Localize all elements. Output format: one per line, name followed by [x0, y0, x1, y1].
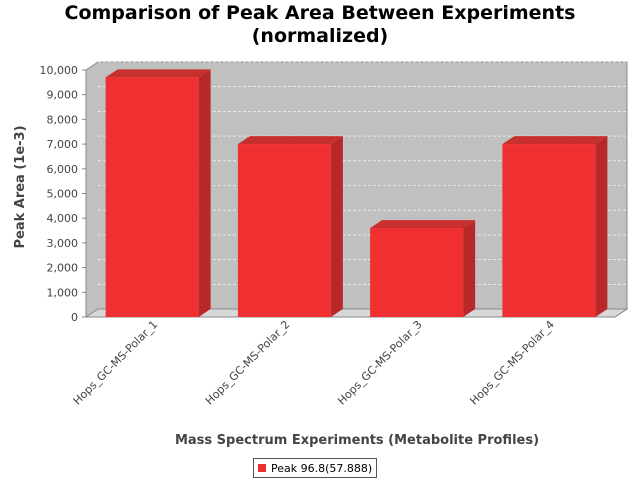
y-tick-label: 3,000: [47, 237, 79, 250]
chart-title-line-2: (normalized): [251, 25, 389, 47]
y-axis-title: Peak Area (1e-3): [13, 125, 28, 248]
x-tick-label: Hops_GC-MS-Polar_3: [335, 318, 425, 408]
y-tick-label: 6,000: [47, 163, 79, 176]
chart-title: Comparison of Peak Area Between Experime…: [0, 2, 640, 48]
x-tick-label: Hops_GC-MS-Polar_2: [203, 318, 293, 408]
x-axis-title: Mass Spectrum Experiments (Metabolite Pr…: [175, 433, 539, 448]
bar-side: [330, 136, 343, 317]
bar: [237, 144, 331, 317]
bar: [502, 144, 596, 317]
y-tick-label: 1,000: [47, 286, 79, 299]
legend-swatch: [258, 464, 266, 472]
y-tick-label: 8,000: [47, 113, 79, 126]
y-tick-label: 10,000: [40, 64, 79, 77]
y-tick-label: 5,000: [47, 188, 79, 201]
bar-top: [105, 69, 211, 78]
bars: [105, 69, 608, 317]
bar-top: [237, 136, 343, 145]
bar-side: [463, 220, 476, 317]
y-tick-label: 4,000: [47, 212, 79, 225]
bar-side: [198, 69, 211, 317]
legend-label: Peak 96.8(57.888): [271, 461, 373, 475]
bar: [370, 228, 464, 317]
x-tick-label: Hops_GC-MS-Polar_1: [71, 318, 161, 408]
bar-side: [595, 136, 608, 317]
y-tick-label: 9,000: [47, 89, 79, 102]
legend: Peak 96.8(57.888): [253, 458, 378, 478]
y-tick-label: 2,000: [47, 262, 79, 275]
y-tick-label: 0: [71, 311, 78, 324]
bar-top: [502, 136, 608, 145]
bar-top: [370, 220, 476, 229]
x-tick-label: Hops_GC-MS-Polar_4: [467, 318, 557, 408]
y-tick-label: 7,000: [47, 138, 79, 151]
chart-title-line-1: Comparison of Peak Area Between Experime…: [64, 2, 576, 24]
bar: [105, 77, 199, 317]
